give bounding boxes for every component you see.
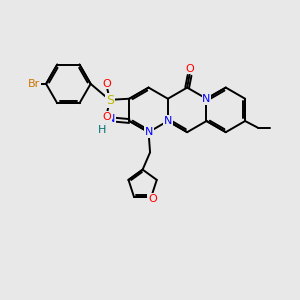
Text: O: O <box>186 64 194 74</box>
Text: O: O <box>103 79 111 88</box>
Text: N: N <box>202 94 211 104</box>
Text: S: S <box>106 94 114 107</box>
Text: N: N <box>144 127 153 137</box>
Text: H: H <box>98 124 107 135</box>
Text: Br: Br <box>28 79 40 89</box>
Text: N: N <box>164 116 172 126</box>
Text: O: O <box>103 112 111 122</box>
Text: N: N <box>202 94 211 104</box>
Text: O: O <box>148 194 157 204</box>
Text: N: N <box>107 114 115 124</box>
